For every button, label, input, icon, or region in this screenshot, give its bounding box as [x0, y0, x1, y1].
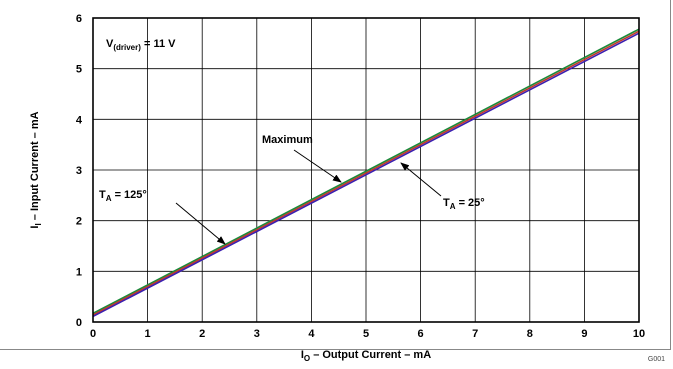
- condition-annotation: V(driver) = 11 V: [106, 38, 176, 52]
- x-tick-label-8: 8: [527, 328, 533, 340]
- maximum-arrow: [293, 149, 342, 183]
- x-tick-label-10: 10: [633, 328, 645, 340]
- y-tick-label-3: 3: [76, 165, 82, 177]
- plot-border: [92, 17, 640, 323]
- x-tick-label-3: 3: [254, 328, 260, 340]
- x-tick-label-9: 9: [581, 328, 587, 340]
- y-axis-label: II – Input Current – mA: [29, 111, 43, 228]
- y-tick-label-0: 0: [76, 317, 82, 329]
- maximum-annotation: Maximum: [262, 134, 313, 146]
- x-tick-label-7: 7: [472, 328, 478, 340]
- t125-arrow: [175, 202, 226, 245]
- x-tick-label-4: 4: [308, 328, 315, 340]
- figure-code: G001: [647, 356, 665, 363]
- figure-frame-bottom: [0, 349, 671, 350]
- x-tick-label-2: 2: [199, 328, 205, 340]
- t125-annotation: TA = 125°: [99, 189, 147, 203]
- figure-frame-right: [670, 0, 671, 350]
- y-tick-label-6: 6: [76, 13, 82, 25]
- t25-arrow: [400, 162, 442, 197]
- series-line-0: [92, 28, 640, 315]
- series-line-2: [92, 32, 640, 318]
- y-tick-label-4: 4: [76, 114, 83, 126]
- y-tick-labels: 0 1 2 3 4 5 6: [76, 13, 83, 329]
- x-tick-label-0: 0: [90, 328, 96, 340]
- x-tick-label-1: 1: [145, 328, 151, 340]
- t25-annotation: TA = 25°: [443, 197, 485, 211]
- x-tick-labels: 0 1 2 3 4 5 6 7 8 9 10: [90, 328, 645, 340]
- series-group: [92, 28, 640, 318]
- x-axis-label: IO – Output Current – mA: [301, 349, 431, 363]
- series-line-1: [92, 30, 640, 316]
- y-tick-label-1: 1: [76, 266, 82, 278]
- y-tick-label-5: 5: [76, 64, 82, 76]
- y-tick-label-2: 2: [76, 216, 82, 228]
- x-tick-label-5: 5: [363, 328, 369, 340]
- x-tick-label-6: 6: [418, 328, 424, 340]
